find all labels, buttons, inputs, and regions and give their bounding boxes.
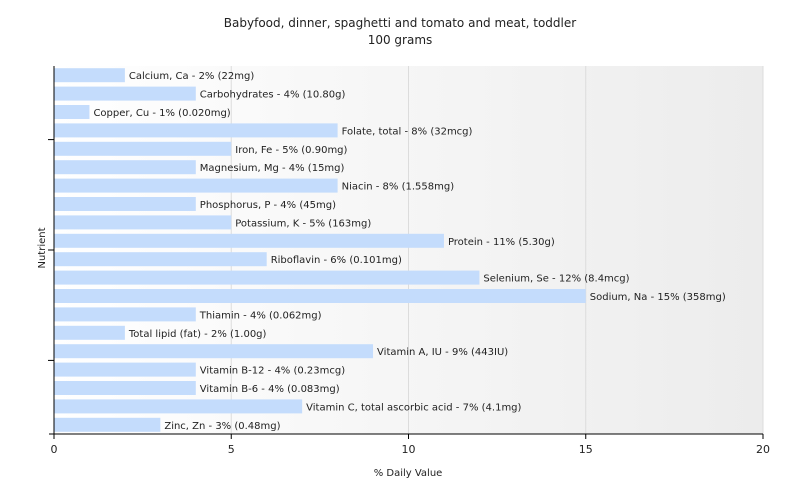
bar [54, 362, 196, 377]
bar [54, 344, 374, 359]
bar [54, 233, 444, 248]
bar [54, 160, 196, 175]
bar [54, 105, 90, 119]
x-tick-label: 15 [579, 443, 593, 456]
bars [54, 68, 586, 432]
bar-label: Potassium, K - 5% (163mg) [235, 218, 371, 229]
bar-label: Folate, total - 8% (32mcg) [342, 126, 473, 137]
bar-label: Iron, Fe - 5% (0.90mg) [235, 145, 347, 156]
x-tick-label: 10 [402, 443, 416, 456]
bar [54, 197, 196, 211]
x-axis-label: % Daily Value [374, 468, 443, 479]
bar-label: Niacin - 8% (1.558mg) [342, 182, 455, 193]
bar-label: Thiamin - 4% (0.062mg) [199, 310, 322, 321]
bar [54, 325, 125, 340]
bar-label: Vitamin B-6 - 4% (0.083mg) [200, 384, 340, 395]
bar-label: Magnesium, Mg - 4% (15mg) [200, 163, 345, 174]
chart-subtitle: 100 grams [368, 33, 433, 47]
y-axis-label: Nutrient [37, 227, 48, 268]
bar [54, 289, 586, 303]
axes: 0 5 10 15 20 [48, 66, 770, 456]
bar-label: Calcium, Ca - 2% (22mg) [129, 71, 254, 82]
bar [54, 86, 196, 101]
bar-label: Vitamin C, total ascorbic acid - 7% (4.1… [306, 402, 521, 413]
bar-label: Riboflavin - 6% (0.101mg) [271, 255, 402, 266]
bar [54, 417, 161, 432]
bar [54, 399, 303, 414]
bar-label: Copper, Cu - 1% (0.020mg) [93, 108, 230, 119]
x-tick-label: 5 [228, 443, 235, 456]
bar-label: Vitamin B-12 - 4% (0.23mcg) [200, 366, 345, 377]
bar [54, 123, 338, 138]
bar [54, 141, 232, 156]
bar [54, 178, 338, 193]
bar-label: Total lipid (fat) - 2% (1.00g) [128, 329, 267, 340]
bar-label: Selenium, Se - 12% (8.4mcg) [483, 274, 629, 285]
bar-label: Sodium, Na - 15% (358mg) [590, 292, 726, 303]
bar-label: Phosphorus, P - 4% (45mg) [200, 200, 336, 211]
bar-label: Carbohydrates - 4% (10.80g) [200, 90, 346, 101]
x-tick-label: 20 [756, 443, 770, 456]
bar [54, 68, 125, 83]
chart-title: Babyfood, dinner, spaghetti and tomato a… [224, 16, 576, 30]
bar [54, 270, 480, 285]
bar [54, 307, 196, 322]
bar-label: Zinc, Zn - 3% (0.48mg) [164, 421, 280, 432]
bar [54, 381, 196, 395]
bar [54, 252, 267, 267]
bar [54, 215, 232, 230]
bar-labels: Calcium, Ca - 2% (22mg) Carbohydrates - 4… [93, 71, 725, 432]
x-tick-label: 0 [51, 443, 58, 456]
bar-label: Protein - 11% (5.30g) [448, 237, 555, 248]
bar-label: Vitamin A, IU - 9% (443IU) [377, 347, 508, 358]
